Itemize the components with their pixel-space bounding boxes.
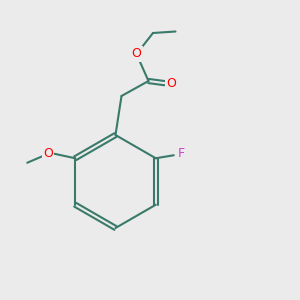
Text: F: F bbox=[178, 147, 185, 160]
Text: O: O bbox=[132, 47, 141, 61]
Text: O: O bbox=[43, 147, 53, 160]
Text: O: O bbox=[166, 77, 176, 91]
